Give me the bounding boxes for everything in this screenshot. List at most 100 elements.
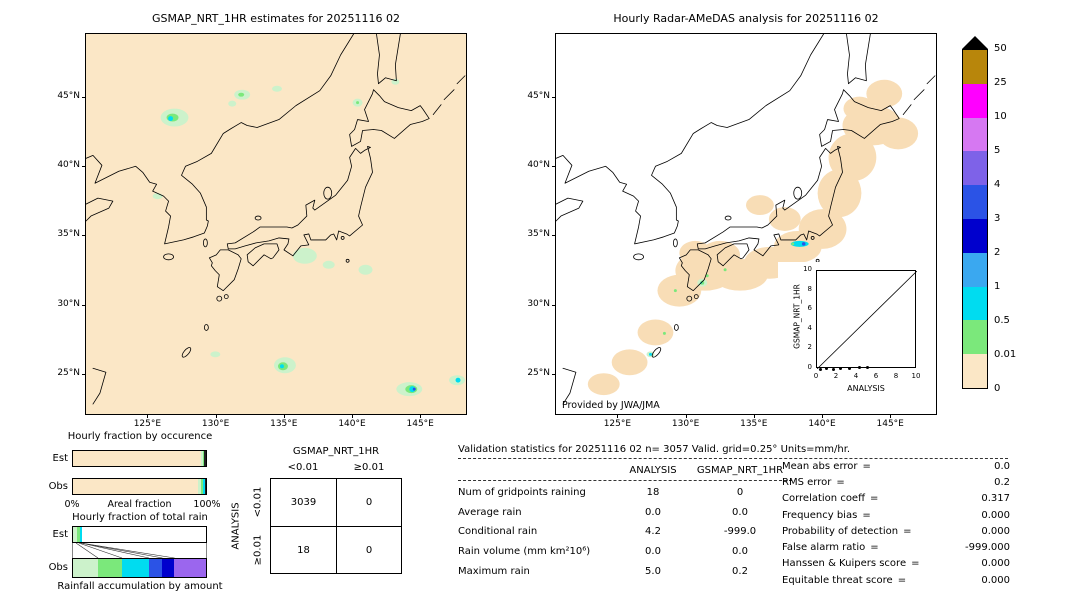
score-row: RMS error = 0.2 [782,476,1010,488]
contingency-col-label-1: <0.01 [287,462,319,473]
lat-tick-label: 35°N [527,229,550,240]
lon-tick-label: 135°E [270,419,298,429]
lat-tick-label: 25°N [57,368,80,379]
colorbar-segment [963,252,987,287]
lat-tick-label: 45°N [57,90,80,101]
occurrence-est-segment [203,451,206,466]
rain-rate-colorbar: 50 25 10 5 4 3 2 1 0.5 0.01 0 [962,36,1016,394]
inset-plot-area [816,270,918,371]
totalrain-obs-segment [98,559,123,577]
totalrain-est-segment [73,527,77,542]
inset-x-tick-label: 0 [813,372,819,380]
colorbar-tick-labels: 50 25 10 5 4 3 2 1 0.5 0.01 0 [994,43,1028,394]
stats-row: Num of gridpoints raining 18 0 [458,487,744,499]
occurrence-obs-segment [203,479,205,494]
lat-tick [82,304,86,306]
inset-y-tick-label: 8 [807,284,812,293]
contingency-cell: 18 [271,526,336,573]
stats-header: Validation statistics for 20251116 02 n=… [458,444,851,455]
lat-tick-label: 40°N [527,160,550,170]
lon-tick-label: 130°E [201,419,230,429]
lat-tick-label: 30°N [527,298,550,309]
colorbar-tick-label: 4 [994,179,1001,190]
colorbar-tick-label: 0.5 [994,315,1010,326]
lon-tick [753,414,755,418]
inset-y-tick-label: 10 [803,265,812,273]
totalrain-obs-bar [72,558,207,578]
colorbar-segment [963,50,987,84]
lat-tick-label: 45°N [527,90,550,101]
lon-tick-label: 145°E [876,419,904,429]
colorbar-tick-label: 0.01 [994,349,1017,360]
totalrain-est-segment [76,527,80,542]
inset-x-label: ANALYSIS [847,384,885,393]
colorbar-tick-label: 5 [994,145,1001,156]
inset-x-tick-label: 2 [833,372,839,380]
colorbar-tick-label: 3 [994,213,1001,224]
lat-tick-label: 35°N [57,229,80,240]
inset-y-tick-label: 0 [807,363,812,371]
inset-x-tick-label: 4 [853,372,859,380]
lon-tick [283,414,285,418]
occurrence-obs-segment [201,479,204,494]
inset-y-label: GSMAP_NRT_1HR [792,284,802,349]
lon-tick [890,414,892,418]
lat-tick [552,166,556,167]
score-row: Hanssen & Kuipers score = 0.000 [782,558,1010,570]
data-credit: Provided by JWA/JMA [562,400,660,411]
lat-tick-label: 30°N [57,298,80,309]
colorbar-segment [963,218,987,253]
contingency-cell: 0 [336,526,401,573]
colorbar-tick-label: 50 [994,43,1007,54]
totalrain-est-label: Est [52,529,68,540]
colorbar-tick-label: 25 [994,77,1007,88]
scatter-point [847,367,851,370]
occurrence-est-segment [202,451,204,466]
lon-tick [147,414,149,418]
occurrence-obs-segment [73,479,198,494]
contingency-row-label-1: <0.01 [252,486,264,518]
contingency-cell: 3039 [290,497,317,508]
lon-tick-label: 140°E [338,419,366,429]
totalrain-est-bar [72,526,207,543]
dashed-divider [458,480,792,481]
inset-y-tick-label: 6 [807,304,812,313]
contingency-row-group-title: ANALYSIS [230,502,242,550]
occurrence-est-segment [73,451,201,466]
lat-tick [82,374,86,376]
gsmap-map-canvas [85,33,466,405]
lon-tick [352,414,353,418]
stats-row: Average rain 0.0 0.0 [458,506,748,518]
left-map-title: GSMAP_NRT_1HR estimates for 20251116 02 [151,12,401,25]
colorbar-tick-label: 10 [994,111,1007,122]
colorbar-segment [963,354,987,388]
scatter-point [857,365,861,369]
contingency-table: 3039 0 18 0 [270,478,402,574]
stats-col-header-analysis: ANALYSIS [629,464,677,476]
colorbar-segment [963,151,987,186]
gsmap-precip-blobs [152,78,466,397]
contingency-col-group-title: GSMAP_NRT_1HR [292,446,380,457]
totalrain-obs-segment [162,559,175,577]
inset-y-tick-label: 4 [807,323,812,332]
dashed-divider [458,458,1008,459]
totalrain-chart-title: Hourly fraction of total rain [72,512,208,523]
occurrence-est-segment [200,451,203,466]
score-row: False alarm ratio = -999.000 [782,542,1010,554]
totalrain-obs-segment [174,559,206,577]
score-row: Equitable threat score = 0.000 [782,574,1010,586]
lat-tick-label: 40°N [57,160,80,170]
contingency-col-label-2: ≥0.01 [353,462,385,473]
stats-col-header-gsmap: GSMAP_NRT_1HR [696,464,784,476]
colorbar-tick-label: 0 [994,383,1001,394]
lon-tick-label: 125°E [603,419,632,429]
occurrence-x-min: 0% [64,499,80,510]
colorbar-segments [962,49,988,389]
totalrain-obs-label: Obs [48,562,68,573]
lon-tick [420,414,422,418]
gsmap-estimate-map: 45°N 40°N 35°N 30°N 25°N 125°E 130°E 135°E 140°E… [57,33,467,429]
lon-tick [215,414,217,418]
colorbar-segment [963,117,987,152]
right-map-title: Hourly Radar-AMeDAS analysis for 2025111… [613,12,879,25]
score-row: Mean abs error = 0.0 [782,460,1010,472]
